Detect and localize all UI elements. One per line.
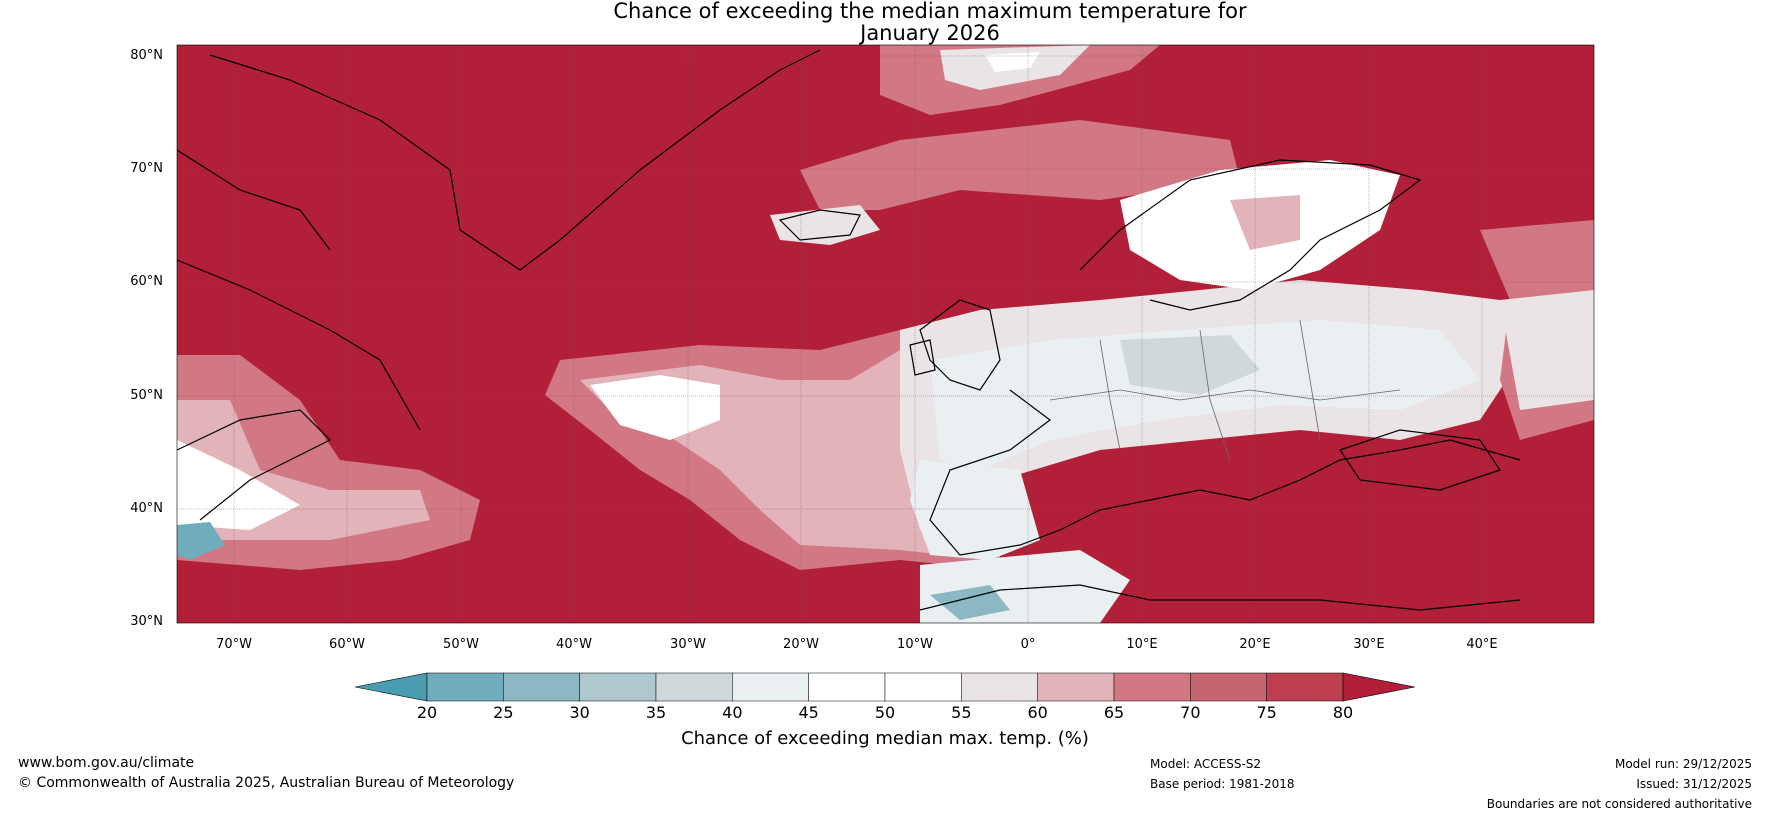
- colorbar-segment: [1266, 672, 1344, 702]
- iceland-band: [770, 205, 880, 245]
- arctic-band-pale: [985, 52, 1040, 72]
- lat-label-70n: 70°N: [130, 161, 163, 176]
- lon-label-30e: 30°E: [1353, 637, 1385, 652]
- scandinavia-band: [1230, 195, 1300, 250]
- border-line: [1099, 339, 1121, 451]
- colorbar-tick-label: 50: [874, 703, 896, 722]
- lat-label-80n: 80°N: [130, 48, 163, 63]
- norwegian-sea-band: [800, 120, 1240, 210]
- north-africa-blue: [930, 585, 1010, 620]
- chart-title-line-2: January 2026: [860, 21, 1000, 45]
- lon-label-70w: 70°W: [216, 637, 252, 652]
- colorbar-extend-high: [1342, 672, 1416, 702]
- model-text: Model: ACCESS-S2: [1150, 757, 1262, 771]
- colorbar-segment: [426, 672, 504, 702]
- colorbar-extend-low: [354, 672, 428, 702]
- colorbar-tick-label: 30: [569, 703, 590, 722]
- website-url[interactable]: www.bom.gov.au/climate: [18, 755, 195, 771]
- disclaimer-text: Boundaries are not considered authoritat…: [1486, 797, 1752, 811]
- copyright-text: © Commonwealth of Australia 2025, Austra…: [18, 775, 515, 791]
- east-band-pale: [1500, 290, 1594, 410]
- colorbar-label: Chance of exceeding median max. temp. (%…: [681, 728, 1089, 749]
- colorbar-tick-label: 40: [722, 703, 743, 722]
- black-sea-coast: [1339, 429, 1501, 491]
- lon-label-0: 0°: [1020, 637, 1036, 652]
- lat-label-40n: 40°N: [130, 501, 163, 516]
- colorbar-segment: [808, 672, 886, 702]
- model-run-text: Model run: 29/12/2025: [1614, 757, 1752, 771]
- north-africa-coast: [919, 584, 1521, 611]
- west-atlantic-white: [177, 440, 300, 530]
- europe-blue-patch: [1120, 335, 1260, 395]
- colorbar-tick-label: 45: [798, 703, 819, 722]
- baffin-coast: [177, 149, 331, 251]
- coastlines: [177, 49, 1521, 611]
- lon-label-40e: 40°E: [1466, 637, 1498, 652]
- border-line: [1199, 329, 1231, 461]
- colorbar-segment: [503, 672, 580, 702]
- lon-label-40w: 40°W: [556, 637, 592, 652]
- ireland-coast: [909, 339, 936, 376]
- west-atlantic-blue: [177, 522, 225, 560]
- lon-label-10e: 10°E: [1126, 637, 1158, 652]
- colorbar-tick-label: 20: [416, 703, 438, 722]
- colorbar-tick-label: 70: [1180, 703, 1201, 722]
- map-frame: [176, 44, 1595, 624]
- colorbar-segment: [884, 672, 962, 702]
- colorbar-segment: [1113, 672, 1191, 702]
- colorbar-tick-label: 60: [1027, 703, 1048, 722]
- base-period-text: Base period: 1981-2018: [1150, 777, 1295, 791]
- lon-label-20e: 20°E: [1239, 637, 1271, 652]
- greenland-coast: [209, 49, 821, 271]
- north-america-coast: [177, 409, 332, 521]
- colorbar-tick-label: 65: [1103, 703, 1125, 722]
- colorbar-tick-label: 80: [1332, 703, 1354, 722]
- colorbar-tick-label: 55: [951, 703, 972, 722]
- atlantic-band-inner: [590, 375, 720, 440]
- border-line: [1299, 319, 1321, 441]
- lat-label-50n: 50°N: [130, 388, 163, 403]
- lon-label-10w: 10°W: [897, 637, 933, 652]
- lat-label-30n: 30°N: [130, 614, 163, 629]
- labrador-coast: [177, 259, 421, 431]
- forecast-map: [176, 44, 1595, 624]
- issued-text: Issued: 31/12/2025: [1636, 777, 1752, 791]
- lon-label-50w: 50°W: [443, 637, 479, 652]
- scandinavia-coast: [1079, 159, 1422, 311]
- colorbar-tick-label: 25: [493, 703, 514, 722]
- colorbar-tick-label: 35: [645, 703, 667, 722]
- lon-label-30w: 30°W: [670, 637, 706, 652]
- graticule: [177, 45, 1594, 623]
- colorbar-segments: [354, 672, 1416, 702]
- lon-label-60w: 60°W: [329, 637, 365, 652]
- europe-pale: [930, 320, 1480, 470]
- lon-label-20w: 20°W: [783, 637, 819, 652]
- colorbar-segment: [732, 672, 809, 702]
- colorbar-tick-label: 75: [1256, 703, 1277, 722]
- colorbar-segment: [961, 672, 1038, 702]
- colorbar-segment: [1190, 672, 1267, 702]
- iceland-coast: [778, 209, 861, 241]
- country-borders: [1049, 319, 1401, 461]
- lat-label-60n: 60°N: [130, 274, 163, 289]
- colorbar-segment: [579, 672, 657, 702]
- europe-coast: [929, 389, 1521, 556]
- chart-title-line-1: Chance of exceeding the median maximum t…: [613, 0, 1247, 23]
- colorbar-segment: [1037, 672, 1115, 702]
- colorbar-segment: [655, 672, 733, 702]
